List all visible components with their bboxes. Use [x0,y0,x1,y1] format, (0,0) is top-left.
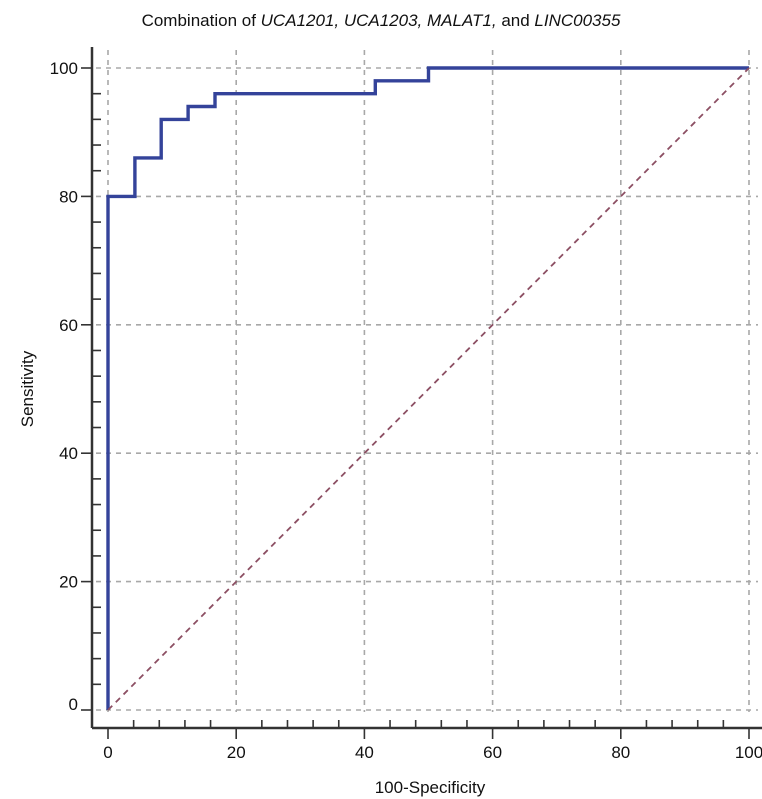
x-tick-label: 20 [227,743,246,762]
title-part: UCA1203, [343,11,423,30]
tick-labels: 0 20 40 60 80 100 0 20 40 60 80 100 [50,59,762,762]
tick-marks [81,67,750,739]
y-axis-label: Sensitivity [18,350,37,428]
x-tick-label: 80 [611,743,630,762]
x-tick-label: 40 [355,743,374,762]
series-group [106,66,750,711]
y-tick-label: 100 [50,59,78,78]
y-tick-label: 80 [59,187,78,206]
title-part: Combination of [141,11,261,30]
y-tick-label: 0 [69,695,78,714]
x-tick-label: 60 [483,743,502,762]
reference-diagonal-line [107,67,750,711]
roc-curve-line [106,66,749,710]
y-tick-label: 40 [59,444,78,463]
x-tick-label: 100 [735,743,762,762]
title-part: LINC00355 [534,11,621,30]
y-tick-label: 20 [59,573,78,592]
grid-lines [96,50,758,712]
axes [90,47,762,730]
title-part: MALAT1, [427,11,497,30]
x-axis-label: 100-Specificity [374,778,486,797]
title-part: UCA1201, [260,11,340,30]
x-tick-label: 0 [103,743,112,762]
y-tick-label: 60 [59,316,78,335]
title-part: and [496,11,535,30]
chart-title: Combination of UCA1201, UCA1203, MALAT1,… [0,11,762,31]
